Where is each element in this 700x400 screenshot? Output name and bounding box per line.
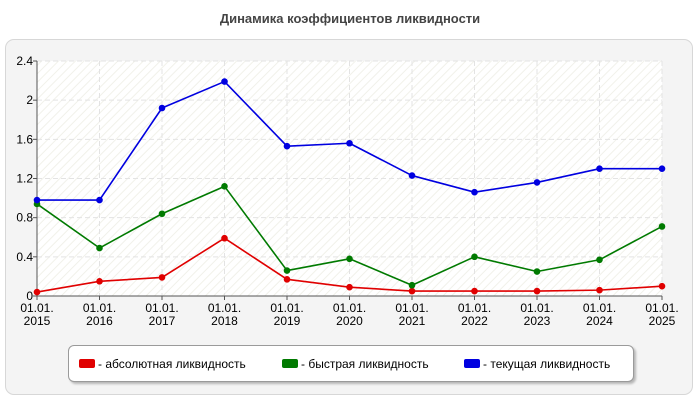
- series-2-point-6: [408, 172, 416, 179]
- series-2-point-9: [596, 165, 603, 173]
- series-1-point-6: [408, 281, 416, 289]
- legend-item-current: - текущая ликвидность: [464, 346, 610, 381]
- series-1-point-2: [158, 210, 166, 218]
- series-2-point-0: [33, 196, 41, 204]
- series-0-point-0: [33, 288, 41, 296]
- series-2-point-8: [533, 179, 541, 186]
- series-2-point-2: [158, 104, 166, 112]
- x-tick-label-6: 01.01. 2021: [395, 301, 428, 328]
- legend-item-absolute: - абсолютная ликвидность: [79, 346, 246, 381]
- series-2-point-5: [346, 139, 353, 147]
- series-1: [33, 183, 666, 289]
- legend-label-absolute: - абсолютная ликвидность: [98, 356, 246, 371]
- y-axis-ticks: 0 0.4 0.8 1.2 1.6 2 2.4: [16, 54, 37, 303]
- series-1-point-1: [96, 244, 103, 252]
- legend-item-quick: - быстрая ликвидность: [282, 346, 429, 381]
- series-1-point-10: [658, 223, 666, 230]
- series-0-point-7: [471, 287, 478, 295]
- series-0-point-9: [596, 286, 603, 294]
- x-tick-label-10: 01.01. 2025: [645, 301, 678, 328]
- y-tick-label-3: 1.2: [16, 172, 33, 186]
- series-1-point-7: [471, 253, 478, 261]
- series-1-point-4: [283, 267, 291, 274]
- series-1-point-5: [346, 255, 353, 263]
- series-0-point-6: [408, 287, 416, 295]
- series-2-point-7: [471, 188, 478, 196]
- legend-label-current: - текущая ликвидность: [483, 356, 611, 371]
- series-0-point-10: [658, 282, 666, 290]
- data-series: [33, 78, 666, 296]
- legend: - абсолютная ликвидность - быстрая ликви…: [68, 345, 634, 382]
- series-2-point-3: [221, 78, 228, 85]
- x-tick-label-7: 01.01. 2022: [458, 301, 491, 328]
- x-axis-ticks: 01.01. 2015 01.01. 2016 01.01. 2017 01.01. 2018…: [20, 296, 679, 328]
- series-0-point-1: [96, 278, 103, 285]
- series-0-point-8: [533, 287, 541, 295]
- series-1-point-8: [533, 268, 541, 275]
- y-tick-label-2: 0.8: [16, 211, 33, 225]
- x-tick-label-8: 01.01. 2023: [520, 301, 553, 328]
- legend-swatch-current: [464, 359, 480, 368]
- series-1-point-3: [221, 183, 228, 190]
- series-0-point-4: [283, 276, 291, 283]
- x-tick-label-9: 01.01. 2024: [583, 301, 616, 328]
- series-0: [33, 234, 666, 296]
- x-tick-label-3: 01.01. 2018: [208, 301, 241, 328]
- legend-swatch-absolute: [79, 359, 95, 368]
- series-2-point-10: [658, 165, 666, 173]
- y-tick-label-1: 0.4: [16, 250, 33, 264]
- series-0-point-5: [346, 283, 353, 291]
- y-tick-label-5: 2: [26, 93, 33, 107]
- series-1-point-9: [596, 256, 603, 264]
- series-0-point-2: [158, 274, 166, 281]
- y-tick-label-4: 1.6: [16, 132, 33, 146]
- series-2-point-1: [96, 196, 103, 204]
- x-tick-label-0: 01.01. 2015: [20, 301, 53, 328]
- series-0-point-3: [221, 234, 228, 242]
- x-tick-label-4: 01.01. 2019: [270, 301, 303, 328]
- x-tick-label-2: 01.01. 2017: [145, 301, 178, 328]
- x-tick-label-1: 01.01. 2016: [83, 301, 116, 328]
- y-tick-label-0: 0: [26, 289, 33, 303]
- x-tick-label-5: 01.01. 2020: [333, 301, 366, 328]
- y-tick-label-6: 2.4: [16, 54, 33, 68]
- legend-swatch-quick: [282, 359, 298, 368]
- legend-label-quick: - быстрая ликвидность: [301, 356, 429, 371]
- axes: [33, 61, 662, 300]
- series-2: [33, 78, 666, 204]
- series-2-point-4: [283, 142, 291, 150]
- chart-title: Динамика коэффициентов ликвидности: [219, 11, 481, 26]
